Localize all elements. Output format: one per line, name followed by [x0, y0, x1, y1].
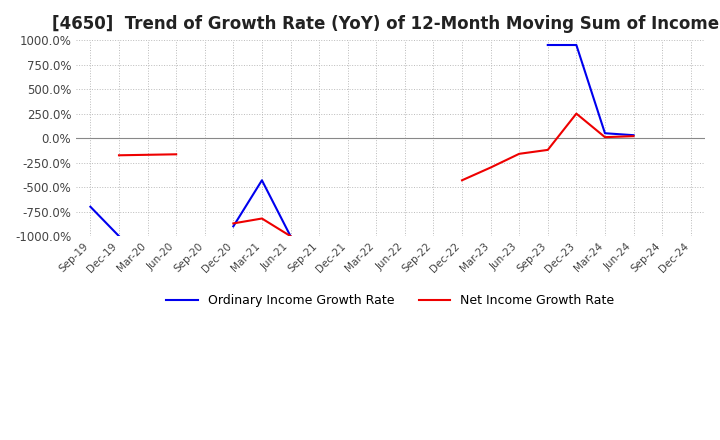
- Title: [4650]  Trend of Growth Rate (YoY) of 12-Month Moving Sum of Incomes: [4650] Trend of Growth Rate (YoY) of 12-…: [52, 15, 720, 33]
- Line: Net Income Growth Rate: Net Income Growth Rate: [119, 154, 176, 155]
- Net Income Growth Rate: [114, 153, 123, 158]
- Ordinary Income Growth Rate: [114, 234, 123, 239]
- Legend: Ordinary Income Growth Rate, Net Income Growth Rate: Ordinary Income Growth Rate, Net Income …: [161, 289, 620, 312]
- Line: Ordinary Income Growth Rate: Ordinary Income Growth Rate: [91, 207, 119, 236]
- Ordinary Income Growth Rate: [86, 204, 95, 209]
- Net Income Growth Rate: [172, 152, 181, 157]
- Net Income Growth Rate: [143, 152, 152, 158]
